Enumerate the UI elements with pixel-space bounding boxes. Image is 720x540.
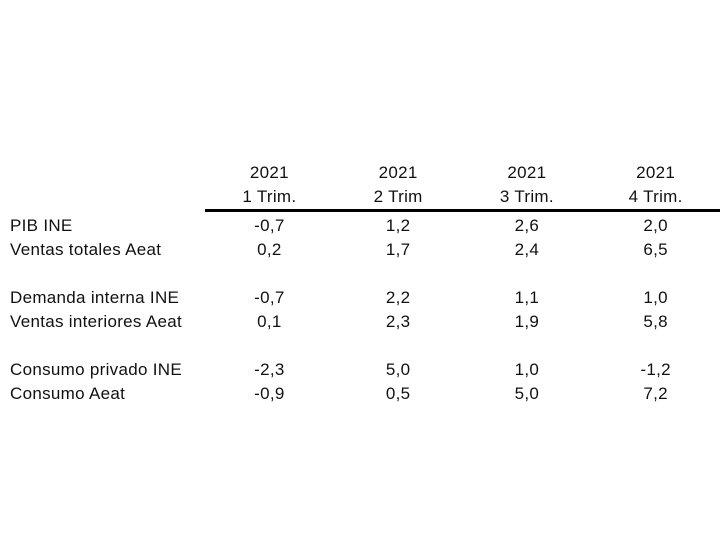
column-header-quarter: 2 Trim: [373, 187, 423, 206]
cell-value: 6,5: [643, 240, 668, 259]
cell-value: 1,1: [514, 288, 540, 307]
column-header-q2: 2021 2 Trim: [334, 161, 463, 209]
row-label: Consumo Aeat: [10, 384, 126, 403]
row-group-demanda: Demanda interna INE -0,7 2,2 1,1 1,0 Ven…: [0, 286, 720, 334]
cell-value: 1,7: [385, 240, 411, 259]
cell-value: -0,7: [254, 216, 285, 235]
cell-value: 1,0: [514, 360, 540, 379]
table-row-consumo-privado: Consumo privado INE -2,3 5,0 1,0 -1,2: [0, 358, 720, 382]
cell-value: 7,2: [643, 384, 668, 403]
cell-value: 5,0: [385, 360, 411, 379]
table-row-demanda-interna: Demanda interna INE -0,7 2,2 1,1 1,0: [0, 286, 720, 310]
cell-value: 5,8: [643, 312, 668, 331]
column-header-year: 2021: [636, 163, 676, 182]
row-group-consumo: Consumo privado INE -2,3 5,0 1,0 -1,2 Co…: [0, 358, 720, 406]
row-label: Consumo privado INE: [10, 360, 182, 379]
cell-value: 0,2: [257, 240, 282, 259]
column-header-year: 2021: [378, 163, 418, 182]
cell-value: 2,3: [385, 312, 411, 331]
column-header-quarter: 3 Trim.: [499, 187, 554, 206]
table-row-ventas-totales: Ventas totales Aeat 0,2 1,7 2,4 6,5: [0, 238, 720, 262]
cell-value: 1,9: [514, 312, 540, 331]
cell-value: 2,0: [643, 216, 668, 235]
column-header-year: 2021: [249, 163, 289, 182]
cell-value: -2,3: [254, 360, 285, 379]
cell-value: -0,9: [254, 384, 285, 403]
column-header-quarter: 4 Trim.: [628, 187, 683, 206]
cell-value: 1,0: [643, 288, 668, 307]
table-row-ventas-interiores: Ventas interiores Aeat 0,1 2,3 1,9 5,8: [0, 310, 720, 334]
row-label: Ventas interiores Aeat: [10, 312, 182, 331]
header-label-spacer: [0, 161, 205, 209]
row-label: Ventas totales Aeat: [10, 240, 162, 259]
cell-value: 5,0: [514, 384, 540, 403]
cell-value: 2,4: [514, 240, 540, 259]
column-header-q1: 2021 1 Trim.: [205, 161, 334, 209]
table-header-row: 2021 1 Trim. 2021 2 Trim 2021 3 Trim. 20…: [0, 161, 720, 209]
column-header-q3: 2021 3 Trim.: [463, 161, 592, 209]
row-group-pib: PIB INE -0,7 1,2 2,6 2,0 Ventas totales …: [0, 214, 720, 262]
cell-value: 1,2: [385, 216, 411, 235]
table-row-pib-ine: PIB INE -0,7 1,2 2,6 2,0: [0, 214, 720, 238]
cell-value: -1,2: [640, 360, 671, 379]
header-divider-rule: [205, 209, 720, 212]
quarterly-data-table: 2021 1 Trim. 2021 2 Trim 2021 3 Trim. 20…: [0, 161, 720, 406]
cell-value: 0,1: [257, 312, 282, 331]
cell-value: -0,7: [254, 288, 285, 307]
column-header-quarter: 1 Trim.: [242, 187, 297, 206]
table-row-consumo-aeat: Consumo Aeat -0,9 0,5 5,0 7,2: [0, 382, 720, 406]
column-header-year: 2021: [507, 163, 547, 182]
column-header-q4: 2021 4 Trim.: [591, 161, 720, 209]
cell-value: 0,5: [385, 384, 411, 403]
cell-value: 2,2: [385, 288, 411, 307]
row-label: PIB INE: [10, 216, 73, 235]
cell-value: 2,6: [514, 216, 540, 235]
row-label: Demanda interna INE: [10, 288, 180, 307]
